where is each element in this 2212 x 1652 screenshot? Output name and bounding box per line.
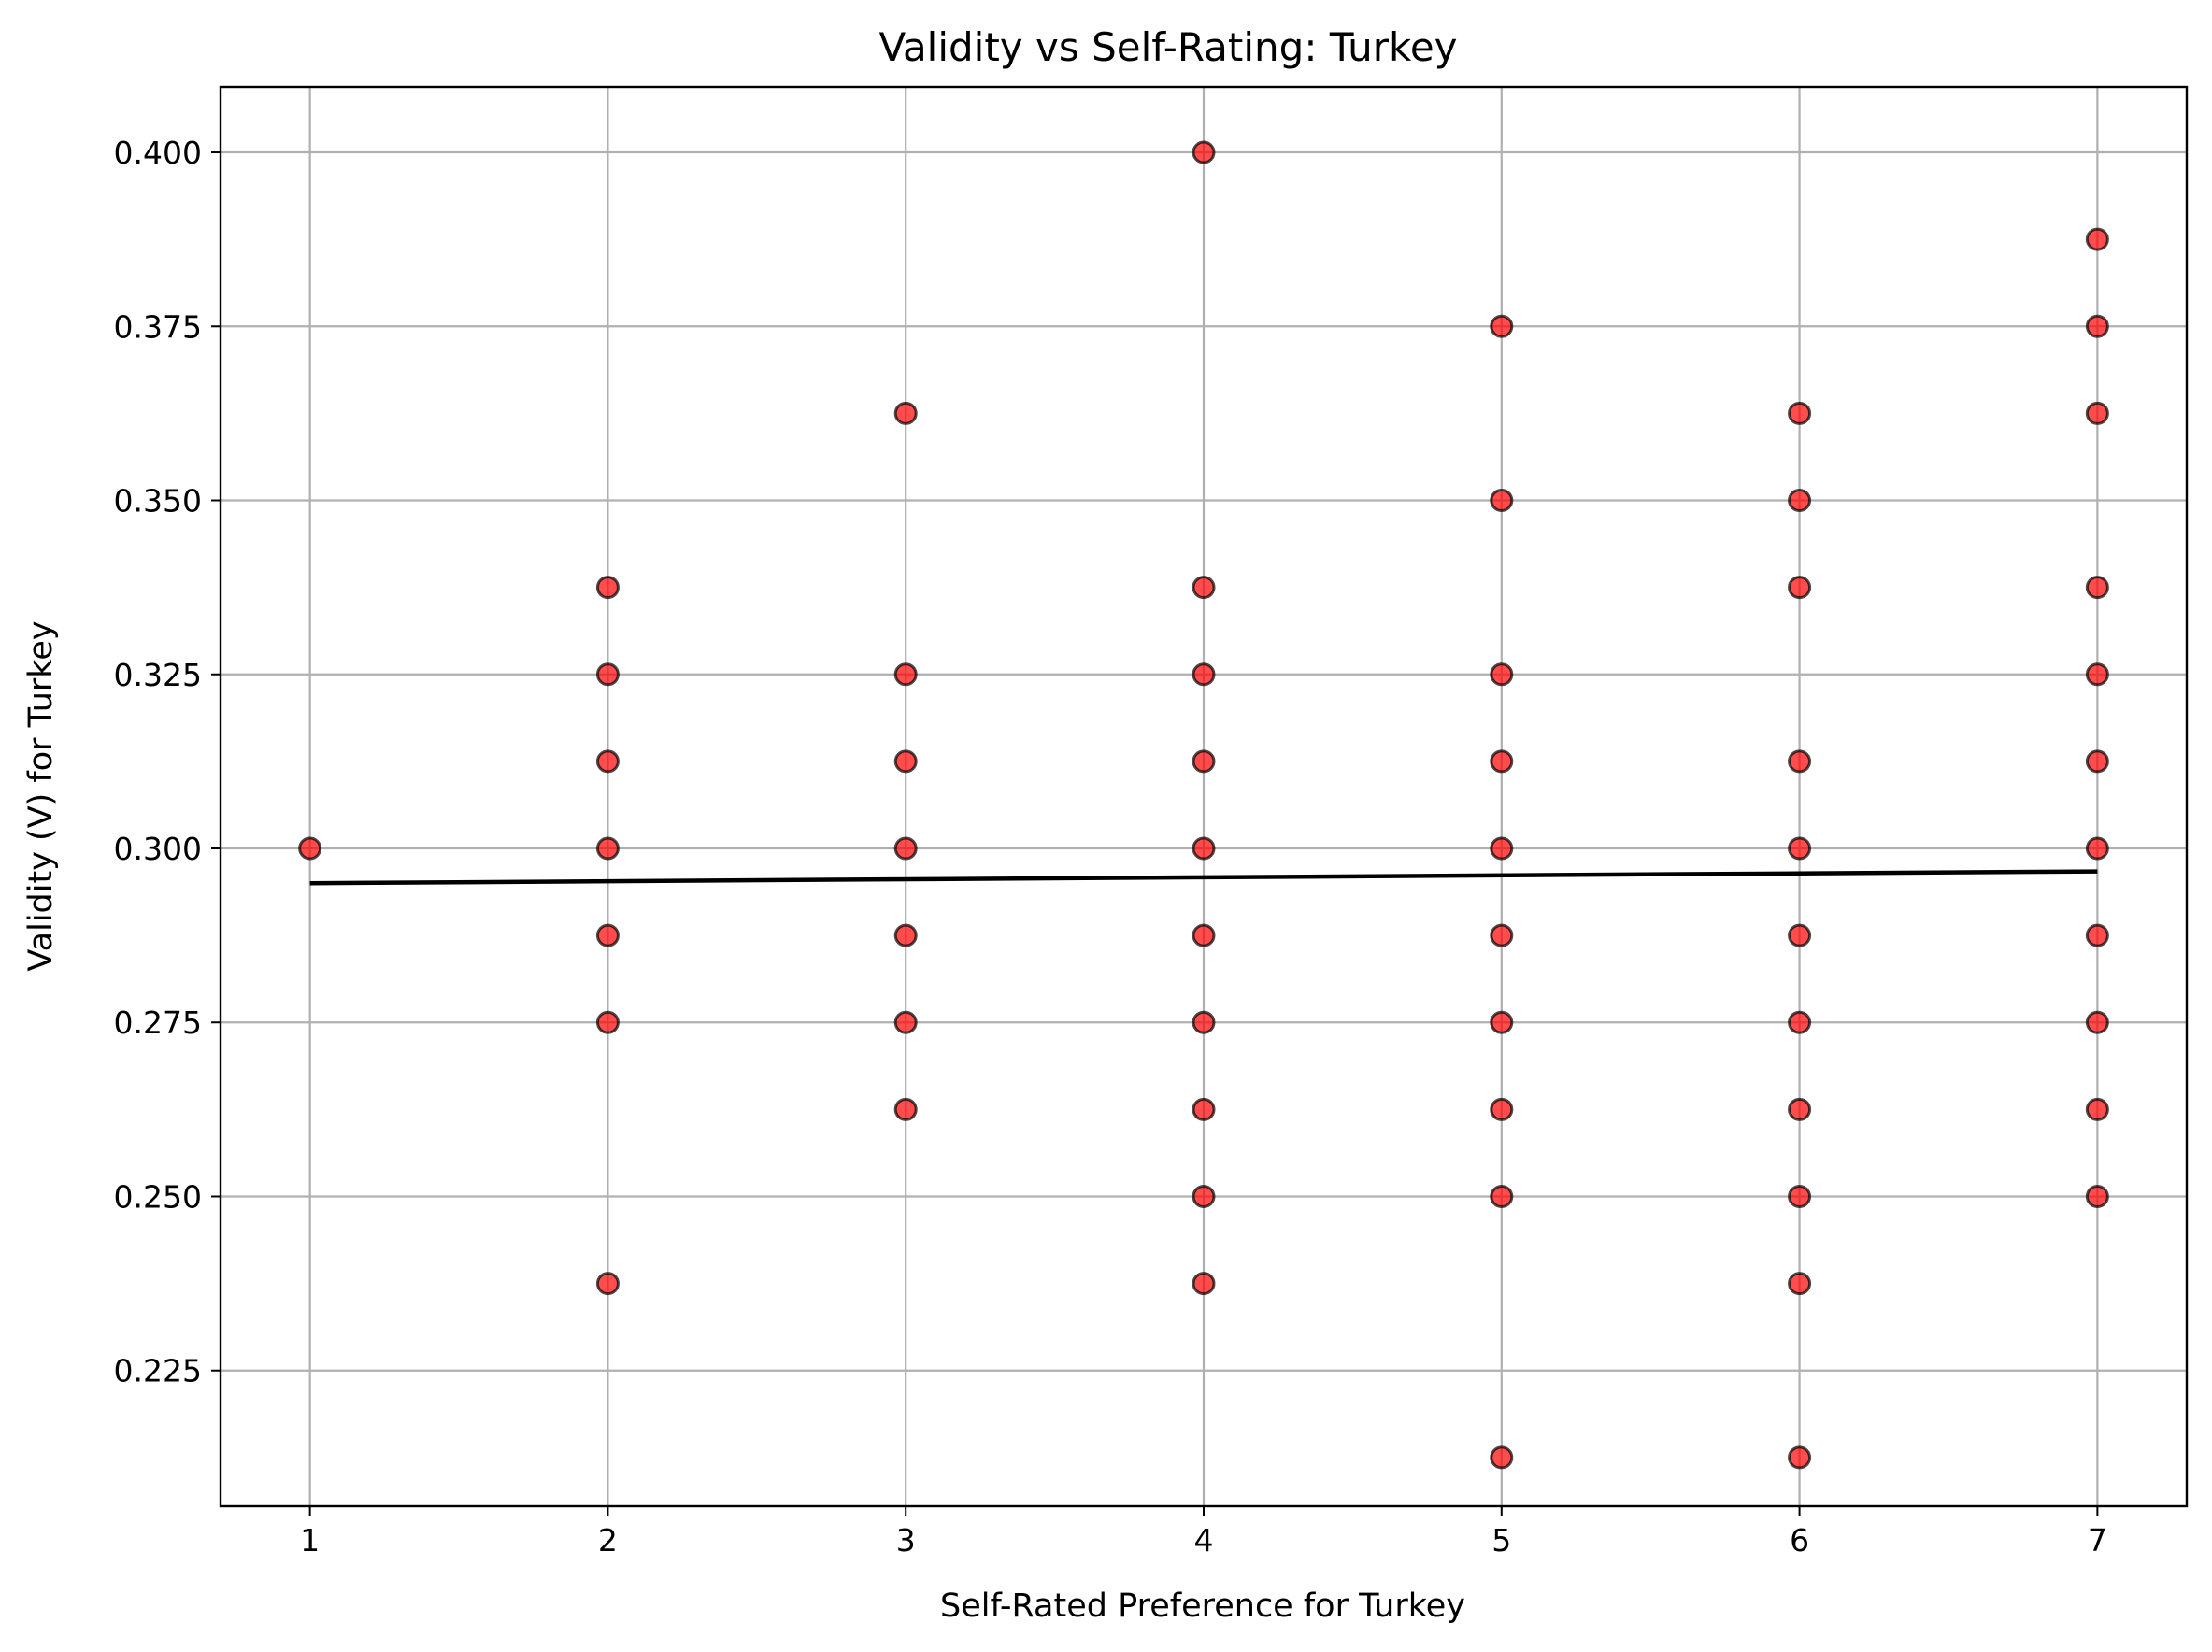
scatter-point <box>298 836 322 861</box>
scatter-point <box>1490 836 1514 861</box>
scatter-point <box>1490 314 1514 338</box>
y-tick-label: 0.325 <box>114 657 202 693</box>
x-axis-label: Self-Rated Preference for Turkey <box>940 1588 1465 1625</box>
scatter-point <box>893 749 918 774</box>
scatter-point <box>1192 140 1216 164</box>
scatter-point <box>1788 576 1812 600</box>
scatter-point <box>1490 1446 1514 1470</box>
scatter-point <box>1788 489 1812 513</box>
scatter-point <box>1788 1272 1812 1296</box>
scatter-point <box>2085 836 2109 861</box>
scatter-point <box>2085 749 2109 774</box>
x-tick-label: 4 <box>1194 1522 1214 1559</box>
scatter-point <box>893 1010 918 1034</box>
scatter-point <box>1192 1272 1216 1296</box>
scatter-point <box>1490 1184 1514 1208</box>
scatter-point <box>1490 1010 1514 1034</box>
x-tick-label: 3 <box>896 1522 916 1559</box>
x-axis-ticks: 1 2 3 4 5 6 7 <box>300 1506 2107 1559</box>
y-tick-label: 0.225 <box>114 1353 202 1389</box>
y-tick-label: 0.375 <box>114 308 202 345</box>
scatter-point <box>1192 576 1216 600</box>
scatter-point <box>1788 1184 1812 1208</box>
scatter-point <box>1788 836 1812 861</box>
scatter-point <box>1490 1097 1514 1121</box>
scatter-point <box>1192 923 1216 947</box>
x-tick-label: 7 <box>2088 1522 2107 1559</box>
scatter-point <box>595 749 620 774</box>
scatter-point <box>2085 1010 2109 1034</box>
scatter-point <box>2085 227 2109 251</box>
y-axis-ticks: 0.225 0.250 0.275 0.300 0.325 0.350 0.375 0.400 <box>114 135 221 1389</box>
scatter-point <box>1192 836 1216 861</box>
scatter-point <box>893 401 918 425</box>
scatter-point <box>1192 749 1216 774</box>
scatter-point <box>1788 401 1812 425</box>
scatter-point <box>1490 662 1514 687</box>
scatter-point <box>2085 314 2109 338</box>
scatter-point <box>2085 401 2109 425</box>
scatter-point <box>595 662 620 687</box>
scatter-point <box>1192 662 1216 687</box>
x-tick-label: 2 <box>598 1522 618 1559</box>
scatter-point <box>2085 662 2109 687</box>
x-tick-label: 5 <box>1491 1522 1511 1559</box>
x-tick-label: 1 <box>300 1522 320 1559</box>
scatter-point <box>893 1097 918 1121</box>
scatter-point <box>2085 923 2109 947</box>
y-tick-label: 0.400 <box>114 135 202 171</box>
y-tick-label: 0.350 <box>114 483 202 520</box>
scatter-point <box>1490 923 1514 947</box>
data-points <box>298 140 2109 1470</box>
chart-title: Validity vs Self-Rating: Turkey <box>878 24 1457 70</box>
scatter-point <box>1788 1446 1812 1470</box>
scatter-point <box>1192 1184 1216 1208</box>
scatter-point <box>595 576 620 600</box>
scatter-point <box>1192 1010 1216 1034</box>
scatter-point <box>2085 1097 2109 1121</box>
scatter-point <box>1788 1010 1812 1034</box>
y-tick-label: 0.275 <box>114 1004 202 1041</box>
scatter-point <box>595 1272 620 1296</box>
scatter-point <box>1788 923 1812 947</box>
trend-line <box>309 869 2098 886</box>
scatter-point <box>1490 749 1514 774</box>
x-tick-label: 6 <box>1790 1522 1809 1559</box>
scatter-point <box>2085 1184 2109 1208</box>
y-tick-label: 0.250 <box>114 1178 202 1215</box>
scatter-point <box>893 836 918 861</box>
scatter-point <box>595 836 620 861</box>
grid-lines <box>221 87 2187 1506</box>
trend-line-layer <box>309 869 2098 886</box>
y-axis-label: Validity (V) for Turkey <box>22 620 60 971</box>
scatter-point <box>1490 489 1514 513</box>
scatter-point <box>595 1010 620 1034</box>
scatter-point <box>1192 1097 1216 1121</box>
scatter-point <box>893 662 918 687</box>
scatter-point <box>893 923 918 947</box>
y-tick-label: 0.300 <box>114 831 202 867</box>
scatter-point <box>1788 749 1812 774</box>
scatter-point <box>1788 1097 1812 1121</box>
scatter-point <box>595 923 620 947</box>
scatter-point <box>2085 576 2109 600</box>
